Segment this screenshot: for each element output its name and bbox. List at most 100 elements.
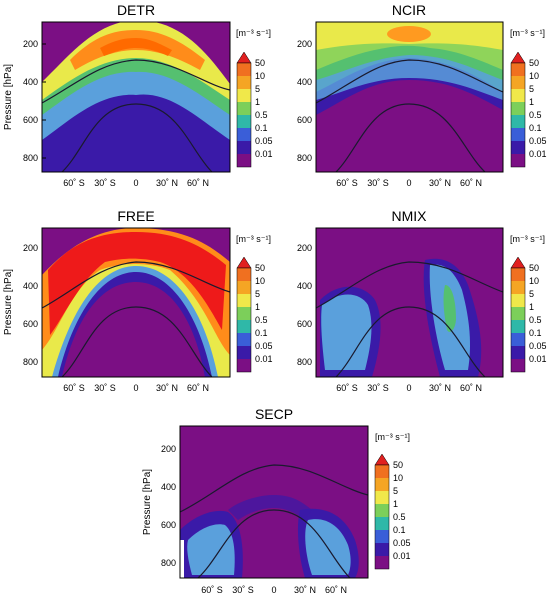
y-tick-label: 800 bbox=[297, 357, 312, 367]
colorbar-label: 0.01 bbox=[393, 551, 411, 561]
colorbar-label: 0.5 bbox=[393, 512, 406, 522]
colorbar-arrow bbox=[374, 453, 390, 466]
x-axis: 60˚ S 30˚ S 0 30˚ N 60˚ N bbox=[336, 383, 482, 393]
colorbar-label: 1 bbox=[393, 499, 398, 509]
x-axis: 60˚ S 30˚ S 0 30˚ N 60˚ N bbox=[336, 178, 482, 188]
colorbar-unit: [m⁻³ s⁻¹] bbox=[510, 28, 545, 38]
x-tick-label: 60˚ N bbox=[460, 178, 482, 188]
x-tick-label: 30˚ N bbox=[429, 383, 451, 393]
colorbar-label: 10 bbox=[255, 276, 265, 286]
x-tick-label: 60˚ N bbox=[460, 383, 482, 393]
y-tick-label: 200 bbox=[161, 444, 176, 454]
colorbar-arrow bbox=[236, 51, 252, 64]
colorbar-label: 0.5 bbox=[529, 110, 542, 120]
x-tick-label: 0 bbox=[406, 178, 411, 188]
y-axis-label: Pressure [hPa] bbox=[3, 64, 14, 130]
colorbar-label: 5 bbox=[393, 486, 398, 496]
colorbar-label: 0.01 bbox=[255, 149, 273, 159]
y-tick-label: 600 bbox=[297, 115, 312, 125]
x-tick-label: 0 bbox=[133, 383, 138, 393]
plot-frame bbox=[179, 425, 369, 579]
y-tick-label: 200 bbox=[297, 39, 312, 49]
colorbar-label: 1 bbox=[255, 302, 260, 312]
colorbar-label: 10 bbox=[393, 473, 403, 483]
y-tick-label: 200 bbox=[297, 243, 312, 253]
x-axis: 60˚ S 30˚ S 0 30˚ N 60˚ N bbox=[63, 178, 209, 188]
colorbar-unit: [m⁻³ s⁻¹] bbox=[236, 28, 271, 38]
colorbar-bin bbox=[237, 141, 251, 154]
panel-detr: DETR 200 400 600 800 Pressure [hPa] 60˚ … bbox=[3, 2, 273, 188]
x-tick-label: 0 bbox=[133, 178, 138, 188]
x-tick-label: 0 bbox=[406, 383, 411, 393]
colorbar-arrow bbox=[510, 256, 526, 269]
colorbar-bin bbox=[237, 89, 251, 102]
colorbar-label: 0.5 bbox=[255, 110, 268, 120]
colorbar: [m⁻³ s⁻¹] 50 10 5 1 0.5 0.1 0.05 0.01 bbox=[510, 28, 547, 168]
plot-frame bbox=[41, 21, 231, 173]
colorbar-label: 10 bbox=[529, 71, 539, 81]
colorbar-label: 5 bbox=[255, 289, 260, 299]
colorbar-label: 0.1 bbox=[255, 328, 268, 338]
field-free bbox=[42, 228, 230, 377]
panel-title: SECP bbox=[255, 406, 293, 422]
y-tick-label: 200 bbox=[23, 39, 38, 49]
colorbar-label: 50 bbox=[393, 460, 403, 470]
colorbar-arrow bbox=[236, 256, 252, 269]
y-tick-label: 600 bbox=[23, 319, 38, 329]
colorbar-arrow bbox=[510, 51, 526, 64]
x-tick-label: 60˚ S bbox=[201, 585, 223, 595]
colorbar-bin bbox=[237, 102, 251, 115]
colorbar-bin bbox=[237, 63, 251, 76]
panel-title: DETR bbox=[117, 2, 155, 18]
x-tick-label: 60˚ N bbox=[187, 178, 209, 188]
colorbar-label: 0.05 bbox=[393, 538, 411, 548]
plot-frame bbox=[41, 227, 231, 378]
y-tick-label: 800 bbox=[23, 153, 38, 163]
y-tick-label: 600 bbox=[297, 319, 312, 329]
y-tick-label: 800 bbox=[161, 558, 176, 568]
colorbar: [m⁻³ s⁻¹] 50 10 5 1 0.5 0.1 0.05 0.01 bbox=[236, 234, 273, 373]
y-tick-label: 800 bbox=[23, 357, 38, 367]
colorbar-unit: [m⁻³ s⁻¹] bbox=[375, 432, 410, 442]
x-tick-label: 30˚ S bbox=[232, 585, 254, 595]
field-detr bbox=[42, 22, 230, 172]
x-tick-label: 30˚ S bbox=[367, 178, 389, 188]
plot-frame bbox=[315, 227, 504, 378]
x-tick-label: 30˚ N bbox=[294, 585, 316, 595]
colorbar-label: 50 bbox=[255, 263, 265, 273]
panel-title: FREE bbox=[117, 208, 154, 224]
colorbar-label: 5 bbox=[529, 84, 534, 94]
colorbar-bin bbox=[237, 128, 251, 141]
panel-secp: SECP 200 400 600 800 Pressure [hPa] 60˚ … bbox=[142, 406, 411, 595]
y-axis: 200 400 600 800 Pressure [hPa] bbox=[3, 39, 46, 163]
panel-title: NCIR bbox=[392, 2, 426, 18]
y-axis: 200 400 600 800 bbox=[297, 243, 312, 367]
field-nmix bbox=[316, 228, 503, 377]
y-tick-label: 600 bbox=[161, 520, 176, 530]
x-tick-label: 30˚ N bbox=[429, 178, 451, 188]
colorbar: [m⁻³ s⁻¹] 50 10 5 1 0.5 0.1 0.05 0.01 bbox=[374, 432, 411, 570]
colorbar-label: 0.1 bbox=[393, 525, 406, 535]
panel-ncir: NCIR 200 400 600 800 60˚ S 30˚ S 0 30˚ N… bbox=[297, 2, 547, 188]
colorbar-label: 0.05 bbox=[255, 341, 273, 351]
y-tick-label: 400 bbox=[297, 281, 312, 291]
colorbar-bin bbox=[237, 154, 251, 167]
x-tick-label: 60˚ N bbox=[325, 585, 347, 595]
colorbar-label: 0.5 bbox=[255, 315, 268, 325]
colorbar-label: 0.05 bbox=[255, 136, 273, 146]
colorbar-label: 0.01 bbox=[529, 354, 547, 364]
colorbar-label: 50 bbox=[529, 263, 539, 273]
colorbar-label: 0.5 bbox=[529, 315, 542, 325]
x-tick-label: 30˚ N bbox=[156, 383, 178, 393]
x-axis: 60˚ S 30˚ S 0 30˚ N 60˚ N bbox=[201, 585, 347, 595]
colorbar-label: 5 bbox=[255, 84, 260, 94]
y-tick-label: 600 bbox=[23, 115, 38, 125]
colorbar: [m⁻³ s⁻¹] 50 10 5 1 0.5 0.1 0.05 0.01 bbox=[236, 28, 273, 168]
x-axis: 60˚ S 30˚ S 0 30˚ N 60˚ N bbox=[63, 383, 209, 393]
colorbar-bin bbox=[237, 76, 251, 89]
colorbar-label: 0.05 bbox=[529, 341, 547, 351]
colorbar-label: 10 bbox=[255, 71, 265, 81]
colorbar-label: 1 bbox=[529, 302, 534, 312]
x-tick-label: 60˚ S bbox=[336, 383, 358, 393]
